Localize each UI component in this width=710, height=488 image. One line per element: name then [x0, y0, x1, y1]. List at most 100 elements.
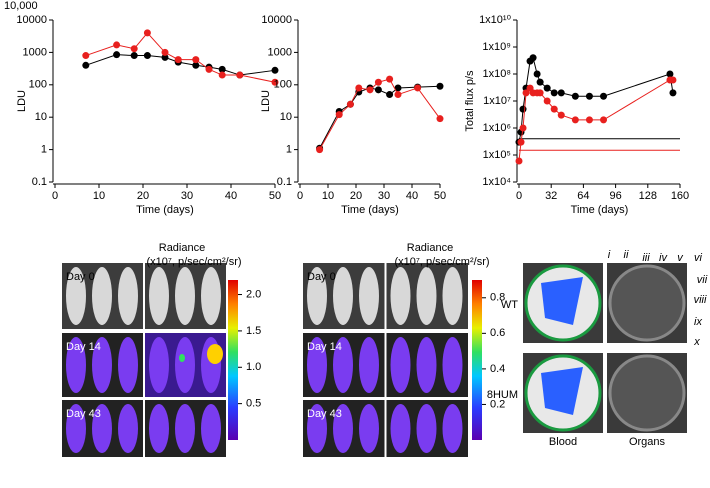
data-point	[192, 56, 200, 64]
x-tick-label: 0	[516, 190, 522, 202]
x-tick-label: 0	[297, 190, 303, 202]
data-point	[543, 97, 551, 105]
data-point	[519, 124, 527, 132]
colorbar-title: Radiance	[159, 242, 205, 254]
data-point	[218, 71, 226, 79]
dish	[608, 354, 686, 432]
mouse	[66, 404, 86, 453]
data-point	[585, 92, 593, 100]
series-line	[518, 79, 673, 162]
data-point	[571, 92, 579, 100]
data-point	[355, 84, 363, 92]
data-point	[585, 116, 593, 124]
mouse	[442, 337, 463, 393]
data-point	[536, 89, 544, 97]
series-line	[319, 85, 441, 149]
y-tick-label: 1x10⁶	[483, 122, 511, 134]
colorbar-tick-label: 0.8	[490, 292, 505, 304]
mouse	[201, 404, 221, 453]
x-tick-label: 30	[181, 190, 193, 202]
organ-label: vii	[697, 274, 708, 286]
blood-signal	[541, 367, 583, 415]
data-point	[522, 89, 530, 97]
row-label: 8HUM	[487, 389, 518, 401]
dish	[608, 264, 686, 342]
mouse	[333, 337, 353, 393]
colorbar-tick-label: 0.6	[490, 327, 505, 339]
y-tick-label: 1x10⁹	[482, 41, 511, 53]
x-tick-label: 32	[545, 190, 557, 202]
data-point	[82, 52, 90, 60]
data-point	[519, 105, 527, 113]
x-tick-label: 10	[322, 190, 334, 202]
data-point	[669, 76, 677, 84]
row-label: WT	[501, 299, 518, 311]
data-point	[161, 53, 169, 61]
data-point	[394, 91, 402, 99]
mouse	[118, 267, 138, 325]
data-point	[192, 61, 200, 69]
x-tick-label: 40	[225, 190, 237, 202]
data-point	[557, 111, 565, 119]
organ-label: v	[677, 252, 684, 264]
mouse	[442, 267, 463, 325]
data-point	[436, 82, 444, 90]
colorbar-tick-label: 1.0	[246, 361, 261, 373]
y-axis-title: Total flux p/s	[464, 70, 476, 132]
mouse	[416, 267, 437, 325]
organ-label: viii	[694, 294, 707, 306]
y-axis-title: LDU	[260, 90, 272, 112]
data-point	[366, 86, 374, 94]
data-point	[550, 105, 558, 113]
x-tick-label: 50	[269, 190, 281, 202]
row-label: Day 0	[307, 271, 336, 283]
data-point	[600, 116, 608, 124]
x-tick-label: 160	[671, 190, 689, 202]
row-label: Day 14	[66, 341, 101, 353]
data-point	[414, 84, 422, 92]
data-point	[143, 29, 151, 37]
blood-signal	[541, 277, 583, 325]
colorbar-tick-label: 1.5	[246, 325, 261, 337]
x-tick-label: 40	[406, 190, 418, 202]
data-point	[550, 89, 558, 97]
data-point	[515, 157, 523, 165]
x-tick-label: 64	[577, 190, 589, 202]
x-tick-label: 50	[434, 190, 446, 202]
y-tick-label: 0.1	[277, 176, 292, 188]
y-tick-label: 100	[29, 79, 47, 91]
data-point	[271, 66, 279, 74]
colorbar-title: Radiance	[407, 242, 453, 254]
data-point	[517, 138, 525, 146]
data-point	[666, 70, 674, 78]
mouse	[390, 337, 411, 393]
mouse	[333, 404, 353, 453]
stray-label: 10,000	[4, 0, 38, 12]
x-tick-label: 128	[639, 190, 657, 202]
data-point	[113, 41, 121, 49]
organ-label: ix	[694, 316, 702, 328]
mouse	[175, 267, 195, 325]
mouse	[416, 337, 437, 393]
colorbar-tick-label: 0.2	[490, 398, 505, 410]
data-point	[335, 111, 343, 119]
mouse	[307, 404, 327, 453]
data-point	[557, 89, 565, 97]
mouse	[149, 337, 169, 393]
data-point	[161, 48, 169, 56]
mouse	[307, 337, 327, 393]
data-point	[571, 116, 579, 124]
y-tick-label: 1000	[268, 46, 292, 58]
y-tick-label: 10000	[261, 14, 292, 26]
column-label: Blood	[549, 436, 577, 448]
data-point	[386, 91, 394, 99]
colorbar	[228, 280, 238, 440]
mouse	[359, 267, 379, 325]
data-point	[205, 65, 213, 73]
y-axis-title: LDU	[16, 90, 28, 112]
data-point	[536, 78, 544, 86]
x-tick-label: 0	[52, 190, 58, 202]
mouse	[92, 404, 112, 453]
mouse	[442, 404, 463, 453]
